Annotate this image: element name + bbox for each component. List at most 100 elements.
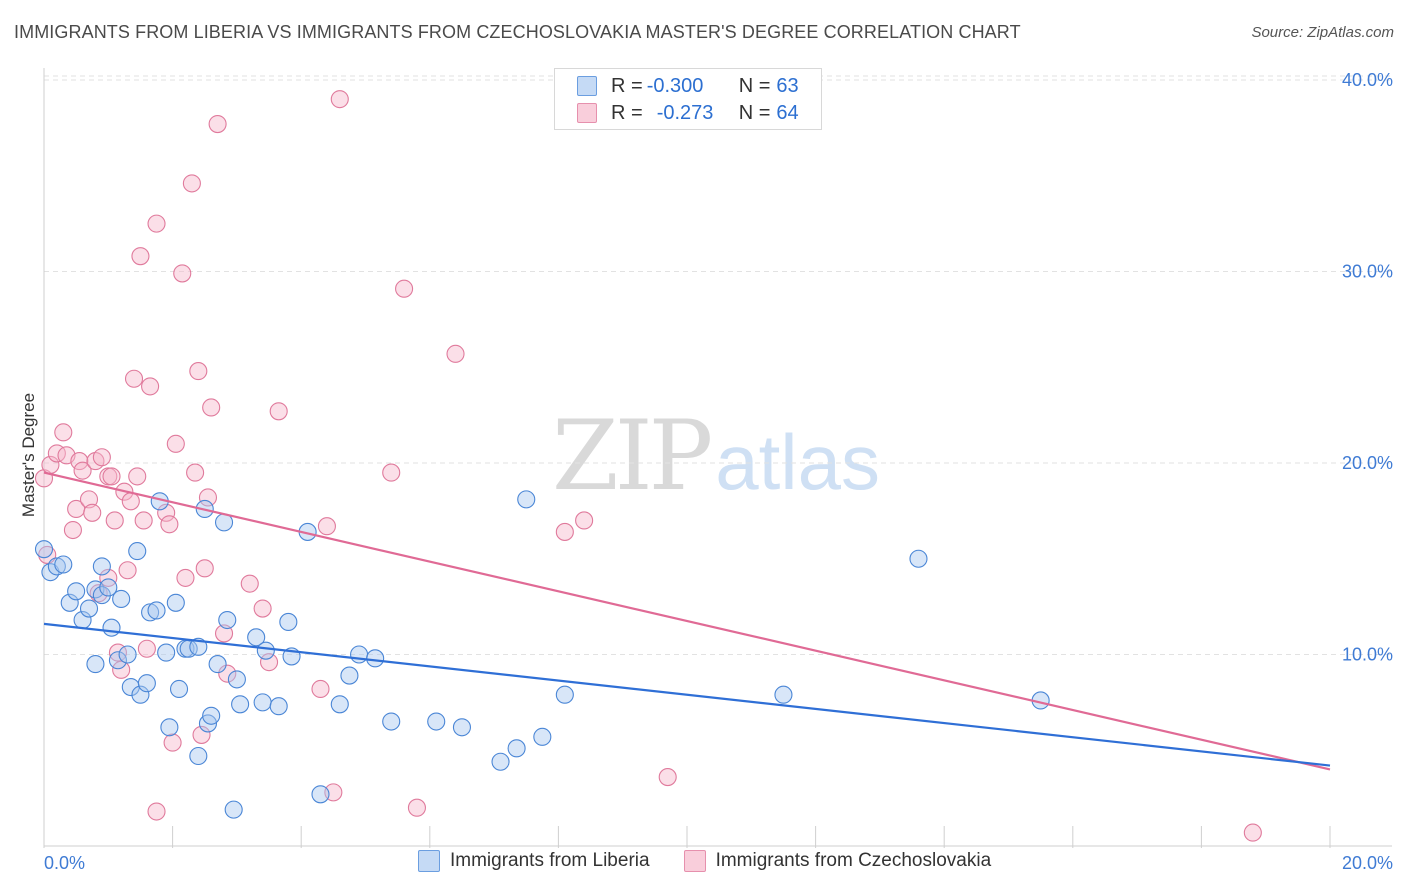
legend-row-liberia: R = -0.300 N = 63 <box>577 73 799 99</box>
series-legend: Immigrants from Liberia Immigrants from … <box>418 850 1025 872</box>
trend-lines <box>43 471 1331 771</box>
y-tick-label: 10.0% <box>1342 645 1393 665</box>
czech-point <box>157 503 176 522</box>
czech-point <box>218 664 237 683</box>
legend-label-czech: Immigrants from Czechoslovakia <box>715 850 992 871</box>
czech-point <box>253 599 272 618</box>
liberia-point <box>311 785 330 804</box>
liberia-point <box>99 578 118 597</box>
n-value: 64 <box>776 101 799 124</box>
liberia-point <box>340 666 359 685</box>
tick-labels: 10.0% 20.0% 30.0% 40.0% 0.0% 20.0% <box>44 70 1393 873</box>
czech-point <box>317 517 336 536</box>
czech-point <box>63 520 82 540</box>
liberia-point <box>555 685 574 704</box>
czech-point <box>575 511 594 530</box>
liberia-point <box>189 637 208 656</box>
legend-label-liberia: Immigrants from Liberia <box>450 850 650 871</box>
liberia-trend-line <box>43 622 1331 767</box>
legend-item-czech[interactable]: Immigrants from Czechoslovakia <box>683 850 992 872</box>
czech-point <box>214 624 234 643</box>
x-tick-label: 0.0% <box>44 853 85 873</box>
liberia-point <box>147 601 166 620</box>
y-tick-label: 40.0% <box>1342 70 1393 90</box>
liberia-swatch <box>577 76 597 96</box>
liberia-point <box>256 641 275 660</box>
liberia-point <box>166 593 185 612</box>
liberia-point <box>141 603 160 622</box>
r-value: -0.273 <box>656 101 714 124</box>
liberia-point <box>253 693 272 712</box>
liberia-point <box>909 549 928 568</box>
czech-point <box>54 423 73 442</box>
czech-point <box>124 369 144 388</box>
y-axis-title: Master's Degree <box>19 393 38 517</box>
liberia-point <box>269 697 288 716</box>
liberia-point <box>34 540 54 559</box>
liberia-point <box>366 649 385 668</box>
liberia-swatch <box>418 850 440 872</box>
czech-point <box>330 90 349 109</box>
czech-point <box>555 522 574 541</box>
czech-point <box>99 568 118 587</box>
czech-point <box>259 653 279 672</box>
czech-point <box>173 264 192 283</box>
chart-title: IMMIGRANTS FROM LIBERIA VS IMMIGRANTS FR… <box>14 22 1021 42</box>
liberia-point <box>279 612 298 631</box>
liberia-point <box>382 712 401 731</box>
liberia-point <box>128 542 147 561</box>
legend-row-czech: R = -0.273 N = 64 <box>577 100 799 126</box>
n-value: 63 <box>776 74 799 97</box>
czech-point <box>160 515 179 534</box>
czech-point <box>141 377 160 396</box>
axes <box>43 68 1392 848</box>
liberia-point <box>533 727 552 746</box>
czech-point <box>189 362 208 381</box>
liberia-point <box>491 752 510 771</box>
czech-swatch <box>683 850 706 872</box>
legend-item-liberia[interactable]: Immigrants from Liberia <box>418 850 650 872</box>
liberia-point <box>224 800 243 819</box>
liberia-point <box>47 557 66 576</box>
czech-point <box>131 247 150 266</box>
czech-point <box>121 492 140 511</box>
n-label: N = <box>738 101 771 124</box>
y-tick-label: 20.0% <box>1342 453 1393 473</box>
liberia-point <box>231 695 250 714</box>
liberia-point <box>160 718 179 737</box>
liberia-point <box>92 557 111 576</box>
gridlines <box>44 75 1392 655</box>
liberia-point <box>774 685 793 704</box>
czech-point <box>163 733 182 752</box>
r-label: R = <box>611 74 643 97</box>
czech-point <box>1243 823 1262 842</box>
czech-point <box>102 467 121 486</box>
r-label: R = <box>611 101 643 124</box>
y-tick-label: 30.0% <box>1342 262 1393 282</box>
correlation-legend: R = -0.300 N = 63 R = -0.273 N = 64 <box>554 68 822 130</box>
czech-point <box>134 511 153 530</box>
czech-point <box>208 114 227 134</box>
czech-point <box>105 511 124 530</box>
liberia-point <box>67 582 86 601</box>
czech-point <box>83 503 102 522</box>
liberia-point <box>227 670 246 689</box>
czech-point <box>147 802 166 821</box>
czech-point <box>195 559 214 578</box>
czech-point <box>128 467 147 486</box>
x-tick-label: 20.0% <box>1342 853 1393 873</box>
czech-point <box>147 214 166 233</box>
czech-point <box>198 488 218 507</box>
liberia-point <box>79 599 99 618</box>
czech-point <box>382 463 401 482</box>
czech-point <box>395 279 414 298</box>
liberia-point <box>102 618 121 637</box>
czech-point <box>446 344 465 363</box>
liberia-point <box>507 739 526 758</box>
liberia-point <box>60 593 79 612</box>
czech-point <box>311 679 330 699</box>
czech-points <box>34 90 1262 842</box>
liberia-point <box>131 685 150 704</box>
czech-point <box>182 174 201 193</box>
